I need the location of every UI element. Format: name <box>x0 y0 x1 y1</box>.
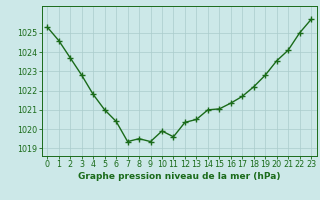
X-axis label: Graphe pression niveau de la mer (hPa): Graphe pression niveau de la mer (hPa) <box>78 172 280 181</box>
